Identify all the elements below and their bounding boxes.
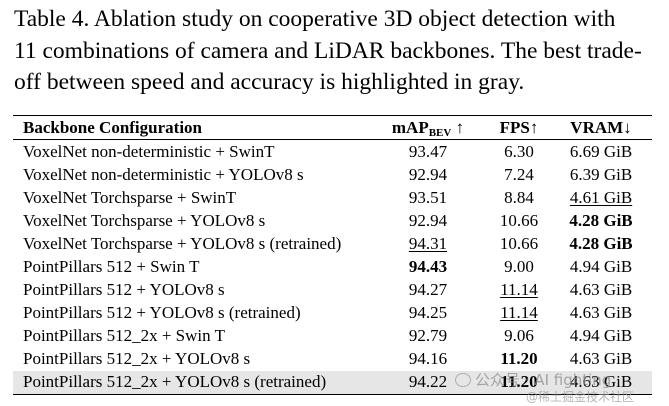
cell-map: 94.31 [368,232,488,255]
table-row: PointPillars 512 + Swin T 94.43 9.00 4.9… [13,255,652,278]
watermark-sub: @稀土掘金技术社区 [526,390,635,404]
table-header-row: Backbone Configuration mAPBEV ↑ FPS↑ VRA… [13,115,652,140]
cell-fps: 7.24 [504,164,534,184]
cell-fps-best: 11.20 [500,349,538,369]
second-best-fps: 11.14 [500,280,538,300]
wechat-icon [455,373,471,387]
cell-vram: 4.94 GiB [569,257,633,277]
cell-config: PointPillars 512_2x + YOLOv8 s (retraine… [13,370,368,395]
cell-map: 92.94 [408,164,448,184]
cell-fps: 8.84 [504,187,534,207]
cell-fps-best: 11.20 [488,370,550,395]
cell-vram: 4.63 GiB [550,370,652,395]
watermark: 公众号 · AI fighting [455,369,611,390]
cell-vram: 6.69 GiB [569,141,633,161]
cell-vram: 4.94 GiB [569,326,633,346]
caption-line-3: off between speed and accuracy is highli… [14,69,525,95]
cell-map: 94.16 [408,349,448,369]
cell-vram: 4.61 GiB [550,186,652,209]
cell-map: 92.79 [408,326,448,346]
watermark-text: 公众号 · AI fighting [475,371,612,389]
table-row: PointPillars 512 + YOLOv8 s 94.27 11.14 … [13,279,652,302]
cell-map: 93.47 [408,141,448,161]
header-map-subscript: BEV [428,126,452,139]
cell-vram: 4.63 GiB [569,303,633,323]
table-row: VoxelNet Torchsparse + SwinT 93.51 8.84 … [13,186,652,209]
header-map-label: mAP [391,117,429,137]
table-row: VoxelNet non-deterministic + YOLOv8 s 92… [13,163,652,186]
cell-config: PointPillars 512_2x + YOLOv8 s [23,349,251,369]
cell-config: VoxelNet Torchsparse + YOLOv8 s (retrain… [23,233,342,253]
cell-vram: 4.63 GiB [569,349,633,369]
cell-fps: 6.30 [504,141,534,161]
header-map-arrow: ↑ [451,117,465,137]
cell-fps: 9.00 [504,257,534,277]
table-row: PointPillars 512 + YOLOv8 s (retrained) … [13,302,652,325]
table-row: PointPillars 512_2x + YOLOv8 s 94.16 11.… [13,348,652,371]
cell-config: VoxelNet Torchsparse + YOLOv8 s [23,210,266,230]
cell-fps: 9.06 [504,326,534,346]
cell-map: 92.94 [408,210,448,230]
table-row: VoxelNet non-deterministic + SwinT 93.47… [13,140,652,164]
caption-line-1: Table 4. Ablation study on cooperative 3… [14,6,616,32]
cell-config: PointPillars 512 + YOLOv8 s [23,280,225,300]
cell-vram: 6.39 GiB [569,164,633,184]
table-caption: Table 4. Ablation study on cooperative 3… [14,4,659,99]
cell-config: PointPillars 512_2x + Swin T [23,326,225,346]
cell-config: PointPillars 512 + Swin T [23,257,200,277]
table-row: VoxelNet Torchsparse + YOLOv8 s (retrain… [13,232,652,255]
cell-fps: 11.14 [488,279,550,302]
cell-map: 94.25 [408,303,448,323]
cell-config: VoxelNet non-deterministic + SwinT [23,141,275,161]
header-backbone-configuration: Backbone Configuration [23,117,202,137]
header-fps: FPS↑ [499,117,539,137]
table-row: VoxelNet Torchsparse + YOLOv8 s 92.94 10… [13,209,652,232]
cell-config: PointPillars 512 + YOLOv8 s (retrained) [23,303,301,323]
cell-fps: 11.14 [488,302,550,325]
cell-map-best: 94.43 [408,257,448,277]
cell-map: 93.51 [408,187,448,207]
cell-config: VoxelNet Torchsparse + SwinT [23,187,237,207]
cell-config: VoxelNet non-deterministic + YOLOv8 s [23,164,304,184]
header-vram: VRAM↓ [570,117,632,137]
ablation-table: Backbone Configuration mAPBEV ↑ FPS↑ VRA… [13,115,652,395]
cell-fps: 10.66 [499,233,539,253]
table-row: PointPillars 512_2x + Swin T 92.79 9.06 … [13,325,652,348]
cell-map: 94.27 [408,280,448,300]
second-best-fps: 11.14 [500,303,538,323]
cell-fps: 10.66 [499,210,539,230]
caption-line-2: 11 combinations of camera and LiDAR back… [14,37,642,64]
cell-vram-best: 4.28 GiB [569,233,633,253]
cell-vram-best: 4.28 GiB [569,210,633,230]
second-best-map: 94.31 [408,233,448,253]
second-best-vram: 4.61 GiB [569,187,633,207]
header-map-bev: mAPBEV ↑ [368,116,488,140]
cell-vram: 4.63 GiB [569,280,633,300]
